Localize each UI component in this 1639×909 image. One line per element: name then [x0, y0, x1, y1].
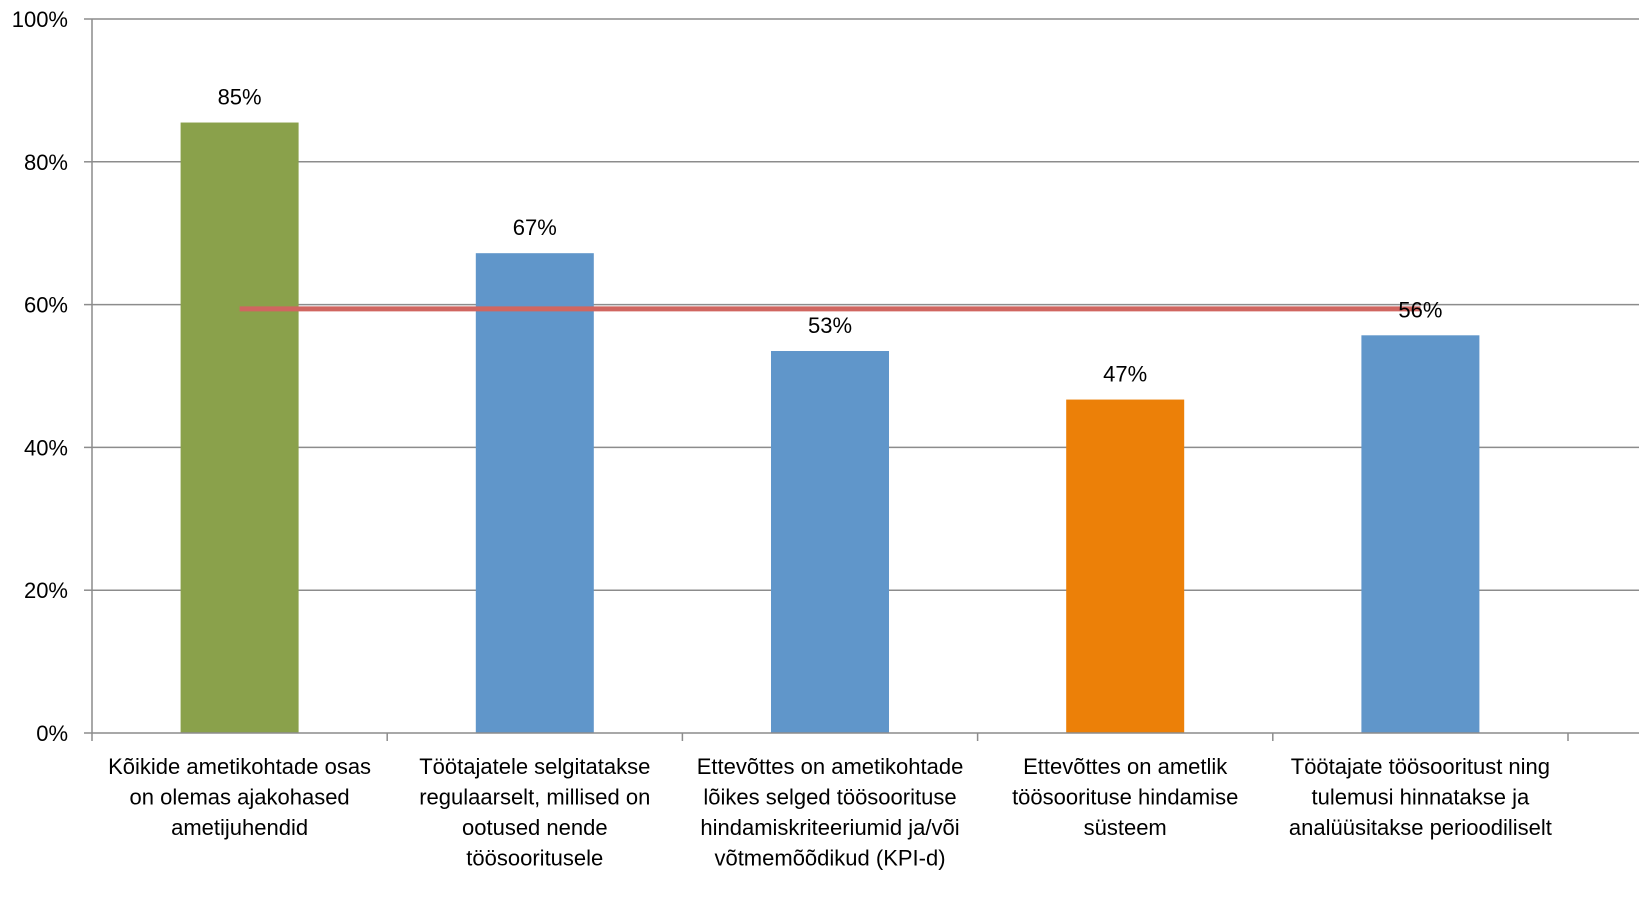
y-tick-label: 100% — [12, 7, 68, 32]
y-tick-label: 0% — [36, 721, 68, 746]
category-label: Kõikide ametikohtade osas on olemas ajako… — [108, 754, 371, 840]
data-label: 53% — [808, 313, 852, 338]
bar — [180, 122, 299, 733]
data-label: 56% — [1398, 297, 1442, 322]
y-tick-label: 60% — [24, 293, 68, 318]
category-label: Töötajatele selgitatakse regulaarselt, mi… — [419, 754, 650, 871]
data-label: 67% — [513, 215, 557, 240]
bar — [1361, 335, 1480, 733]
bar — [475, 253, 594, 733]
category-labels: Kõikide ametikohtade osas on olemas ajako… — [108, 754, 1552, 871]
bar — [771, 351, 889, 733]
y-tick-label: 40% — [24, 435, 68, 460]
category-label: Ettevõttes on ametlik töösoorituse hindam… — [1012, 754, 1238, 840]
data-label: 47% — [1103, 362, 1147, 387]
category-label: Ettevõttes on ametikohtade lõikes selged … — [697, 754, 964, 871]
axes — [84, 18, 1639, 741]
category-label: Töötajate töösooritust ning tulemusi hinn… — [1289, 754, 1552, 840]
bars — [180, 122, 1480, 733]
data-label: 85% — [218, 85, 262, 110]
bar — [1066, 399, 1185, 733]
y-tick-label: 80% — [24, 150, 68, 175]
y-tick-labels: 0% 20% 40% 60% 80% 100% — [12, 7, 68, 746]
data-labels: 85% 67% 53% 47% 56% — [218, 85, 1443, 387]
y-tick-label: 20% — [24, 578, 68, 603]
